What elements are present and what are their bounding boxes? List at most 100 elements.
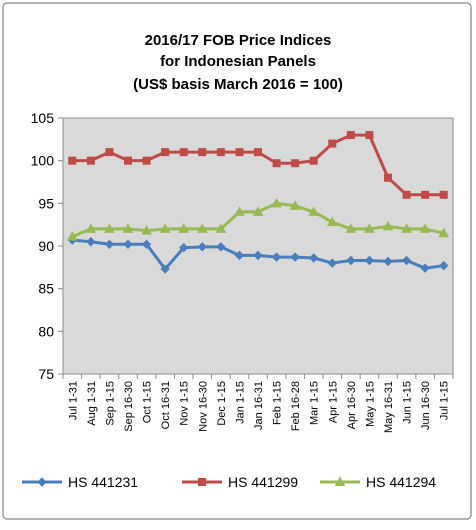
data-point-hs-441231 [179, 242, 189, 253]
x-tick-label: Jan 16-31 [253, 381, 265, 430]
data-point-hs-441231 [234, 250, 245, 261]
data-point-hs-441299 [86, 156, 95, 165]
data-point-hs-441231 [86, 237, 96, 247]
data-point-hs-441231 [216, 242, 226, 252]
x-tick-label: Jul 1-31 [67, 381, 79, 420]
x-tick-label: Nov 16-30 [197, 381, 209, 432]
x-tick-label: Jan 1-15 [234, 381, 246, 424]
legend-item-hs-441231: HS 441231 [22, 474, 138, 490]
data-point-hs-441299 [142, 156, 151, 165]
y-tick-label: 75 [38, 366, 54, 382]
data-point-hs-441299 [346, 131, 355, 140]
data-point-hs-441294 [104, 223, 115, 233]
data-point-hs-441231 [309, 253, 319, 263]
data-point-hs-441294 [401, 223, 412, 233]
chart-title-line-2: for Indonesian Panels [160, 53, 316, 70]
data-point-hs-441299 [365, 131, 374, 140]
data-point-hs-441231 [271, 252, 282, 262]
data-point-hs-441294 [438, 227, 450, 238]
data-point-hs-441299 [328, 139, 337, 148]
data-point-hs-441299 [68, 156, 77, 165]
data-point-hs-441294 [234, 206, 245, 216]
x-tick-label: Feb 1-15 [272, 381, 284, 425]
x-tick-label: Feb 16-28 [290, 381, 302, 431]
data-point-hs-441299 [216, 148, 225, 157]
data-point-hs-441294 [66, 231, 78, 241]
legend-item-hs-441294: HS 441294 [320, 474, 436, 490]
data-point-hs-441299 [124, 156, 132, 165]
x-tick-label: May 1-15 [364, 381, 376, 427]
y-axis: 75 80 85 90 95 100 105 [31, 110, 63, 382]
y-tick-label: 100 [31, 153, 55, 169]
data-point-hs-441299 [254, 148, 262, 157]
data-point-hs-441231 [346, 255, 356, 266]
data-point-hs-441299 [272, 159, 281, 168]
data-point-hs-441231 [327, 258, 337, 268]
data-point-hs-441299 [179, 148, 188, 157]
data-point-hs-441231 [364, 255, 375, 266]
data-point-hs-441231 [141, 239, 152, 250]
data-point-hs-441231 [439, 260, 449, 271]
data-point-hs-441231 [197, 242, 207, 252]
x-tick-label: Sep 1-15 [104, 381, 116, 426]
y-tick-label: 80 [38, 323, 54, 339]
data-point-hs-441294 [364, 223, 375, 233]
data-point-hs-441231 [290, 252, 300, 262]
series-layer [66, 131, 450, 274]
data-point-hs-441299 [161, 148, 170, 157]
data-point-hs-441294 [289, 200, 301, 210]
legend-marker [198, 478, 206, 486]
data-point-hs-441294 [308, 206, 320, 216]
x-tick-label: Mar 1-15 [309, 381, 321, 425]
series-hs-441294 [66, 197, 450, 241]
legend-marker [334, 476, 346, 486]
data-point-hs-441299 [384, 173, 392, 182]
data-point-hs-441294 [382, 220, 394, 231]
data-point-hs-441231 [104, 239, 115, 250]
data-point-hs-441294 [215, 223, 227, 233]
data-point-hs-441299 [309, 156, 318, 165]
data-point-hs-441299 [291, 159, 300, 168]
data-point-hs-441294 [141, 225, 152, 235]
x-axis: Jul 1-31 Aug 1-31 Sep 1-15 Sep 16-30 Oct 1-1… [62, 374, 454, 433]
x-tick-label: Aug 1-31 [86, 381, 98, 426]
x-tick-label: Apr 16-30 [346, 381, 358, 429]
data-point-hs-441294 [85, 223, 97, 233]
data-point-hs-441294 [419, 223, 431, 233]
data-point-hs-441231 [123, 239, 133, 250]
x-tick-label: Sep 16-30 [123, 381, 135, 432]
legend-label: HS 441299 [228, 474, 298, 490]
data-point-hs-441231 [383, 256, 393, 267]
x-tick-label: Nov 1-15 [179, 381, 191, 426]
y-tick-label: 85 [38, 281, 54, 297]
x-tick-label: Jul 1-15 [439, 381, 451, 420]
data-point-hs-441294 [122, 223, 134, 233]
y-tick-label: 90 [38, 238, 54, 254]
chart-title-line-3: (US$ basis March 2016 = 100) [133, 76, 343, 93]
data-point-hs-441231 [401, 255, 412, 266]
series-hs-441299 [68, 131, 448, 199]
x-tick-label: Jun 16-30 [420, 381, 432, 430]
data-point-hs-441294 [196, 223, 208, 233]
data-point-hs-441231 [253, 250, 263, 261]
data-point-hs-441294 [345, 223, 357, 233]
data-point-hs-441294 [271, 197, 282, 208]
data-point-hs-441294 [159, 223, 171, 233]
x-tick-label: Apr 1-15 [327, 381, 339, 423]
data-point-hs-441294 [326, 216, 338, 227]
legend: HS 441231 HS 441299 HS 441294 [22, 474, 436, 490]
legend-marker [37, 477, 47, 487]
legend-item-hs-441299: HS 441299 [182, 474, 298, 490]
data-point-hs-441299 [198, 148, 207, 157]
data-point-hs-441299 [235, 148, 244, 157]
x-tick-label: Jun 1-15 [402, 381, 414, 424]
y-tick-label: 105 [31, 110, 55, 126]
data-point-hs-441299 [105, 148, 114, 157]
data-point-hs-441299 [402, 190, 411, 199]
chart-title-line-1: 2016/17 FOB Price Indices [145, 32, 332, 49]
series-hs-441231 [67, 235, 449, 274]
data-point-hs-441294 [178, 223, 190, 233]
data-point-hs-441299 [439, 190, 448, 199]
